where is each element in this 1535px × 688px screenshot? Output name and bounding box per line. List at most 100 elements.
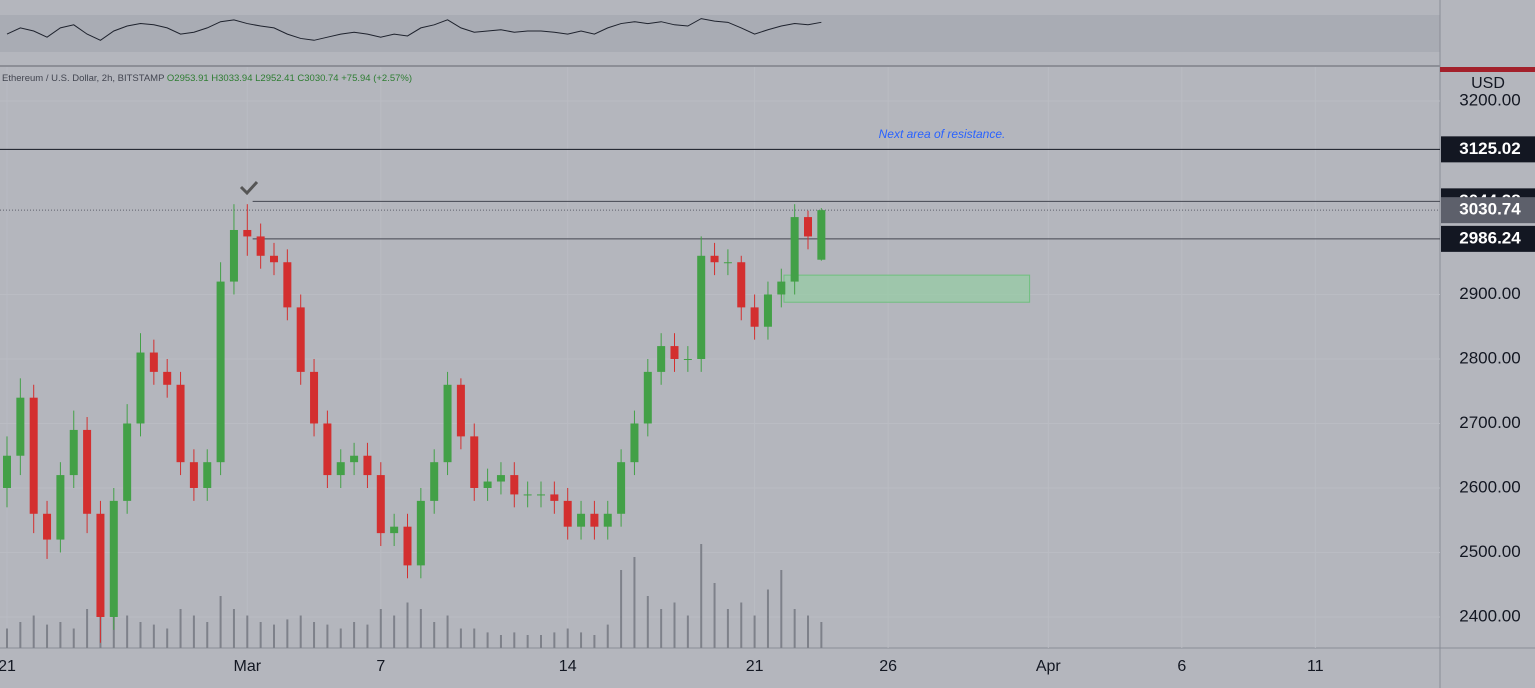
volume-bar — [820, 622, 823, 648]
volume-bar — [379, 609, 382, 648]
symbol: Ethereum / U.S. Dollar, 2h, BITSTAMP — [2, 73, 164, 84]
candle-body — [523, 494, 532, 496]
candle-body — [430, 462, 439, 501]
y-tick-label: 2400.00 — [1459, 606, 1520, 625]
candle-body — [777, 281, 786, 295]
y-tick-label: 2700.00 — [1459, 413, 1520, 432]
volume-bar — [326, 624, 329, 648]
x-tick-label: 14 — [559, 658, 577, 675]
volume-bar — [72, 628, 75, 648]
candle-body — [496, 475, 505, 482]
candle-body — [350, 455, 359, 463]
volume-bar — [713, 583, 716, 648]
candle-body — [176, 384, 185, 463]
volume-bar — [633, 557, 636, 648]
candle-body — [296, 307, 305, 372]
candle-body — [790, 217, 799, 282]
volume-bar — [646, 596, 649, 648]
candle-body — [723, 262, 732, 264]
volume-bar — [526, 635, 529, 648]
volume-bar — [793, 609, 796, 648]
candle-body — [670, 346, 679, 359]
volume-bar — [406, 602, 409, 648]
x-tick-label: Mar — [234, 658, 262, 675]
candle-body — [149, 352, 158, 372]
volume-bar — [259, 622, 262, 648]
candle-body — [310, 371, 319, 424]
y-tick-label: 2600.00 — [1459, 477, 1520, 496]
close: C3030.74 — [297, 73, 338, 84]
volume-bar — [766, 589, 769, 648]
candle-body — [577, 513, 586, 527]
candle-body — [96, 513, 105, 617]
candle-body — [69, 429, 78, 476]
candle-body — [136, 352, 145, 424]
candle-body — [443, 384, 452, 463]
volume-bar — [46, 624, 49, 648]
candle-body — [617, 462, 626, 514]
volume-bar — [313, 622, 316, 648]
candle-body — [216, 281, 225, 463]
volume-bar — [553, 632, 556, 648]
annotation: Next area of resistance. — [879, 127, 1006, 141]
level-label: 2986.24 — [1459, 228, 1521, 247]
change: +75.94 (+2.57%) — [341, 73, 412, 84]
candle-body — [483, 481, 492, 488]
candle-body — [283, 262, 292, 308]
candle-body — [643, 371, 652, 424]
level-label: 3125.02 — [1459, 139, 1520, 158]
candle-body — [336, 462, 345, 476]
volume-bar — [166, 628, 169, 648]
candle-body — [470, 436, 479, 488]
volume-bar — [179, 609, 182, 648]
volume-bar — [152, 624, 155, 648]
y-tick-label: 2900.00 — [1459, 284, 1520, 303]
candle-body — [189, 462, 198, 488]
volume-bar — [726, 609, 729, 648]
volume-bar — [32, 615, 35, 648]
candle-body — [2, 455, 11, 488]
volume-bar — [673, 602, 676, 648]
candle-body — [510, 475, 519, 495]
candle-body — [697, 255, 706, 359]
volume-bar — [740, 602, 743, 648]
volume-bar — [219, 596, 222, 648]
y-tick-label: 2500.00 — [1459, 542, 1520, 561]
volume-bar — [499, 635, 502, 648]
candle-body — [683, 358, 692, 360]
candle-body — [323, 423, 332, 476]
volume-bar — [459, 628, 462, 648]
volume-bar — [580, 632, 583, 648]
candle-body — [817, 210, 826, 260]
volume-bar — [19, 622, 22, 648]
volume-bar — [419, 609, 422, 648]
candle-body — [269, 255, 278, 263]
candle-body — [43, 513, 52, 540]
volume-bar — [353, 622, 356, 648]
x-tick-label: 11 — [1307, 658, 1324, 675]
candle-body — [256, 236, 265, 256]
low: L2952.41 — [255, 73, 295, 84]
volume-bar — [473, 628, 476, 648]
plot — [0, 18, 1440, 648]
volume-bar — [780, 570, 783, 648]
volume-bar — [660, 609, 663, 648]
level-label-bg — [1441, 136, 1535, 163]
volume-bar — [232, 609, 235, 648]
volume-bar — [366, 624, 369, 648]
volume-bar — [686, 615, 689, 648]
volume-bar — [446, 615, 449, 648]
candle-body — [537, 494, 546, 496]
volume-bar — [433, 622, 436, 648]
candle-body — [29, 397, 38, 514]
candle-body — [16, 397, 25, 456]
support-zone — [783, 274, 1031, 303]
check-icon — [239, 180, 259, 196]
candle-body — [603, 513, 612, 527]
volume-bar — [807, 615, 810, 648]
candle-body — [203, 462, 212, 488]
candle-body — [163, 371, 172, 385]
candle-body — [750, 307, 759, 327]
volume-bar — [513, 632, 516, 648]
